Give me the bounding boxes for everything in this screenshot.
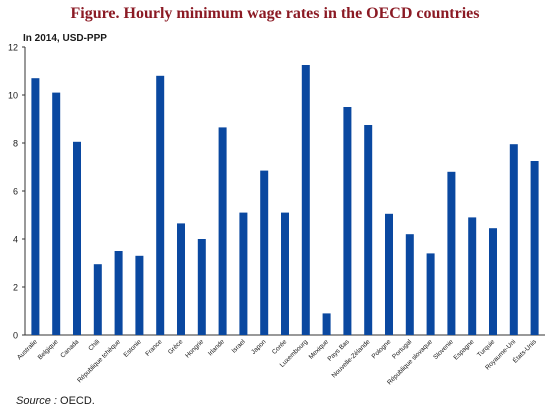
bar bbox=[468, 217, 477, 335]
bar bbox=[218, 127, 227, 336]
bar bbox=[489, 228, 497, 335]
bars bbox=[31, 65, 539, 336]
y-tick-label: 0 bbox=[13, 331, 18, 341]
x-tick-label: Espagne bbox=[453, 338, 476, 361]
x-tick-label: États-Unis bbox=[510, 337, 538, 365]
bar bbox=[93, 264, 102, 335]
x-tick-label: Australie bbox=[16, 338, 39, 361]
y-tick-label: 4 bbox=[13, 235, 18, 245]
bar bbox=[156, 75, 165, 336]
bar bbox=[281, 212, 289, 335]
x-tick-label: Israel bbox=[231, 338, 248, 355]
unit-label: In 2014, USD-PPP bbox=[23, 33, 107, 44]
bar bbox=[509, 144, 518, 335]
bar bbox=[343, 107, 352, 335]
x-tick-label: Belgique bbox=[37, 338, 60, 361]
x-tick-label: Canada bbox=[59, 338, 80, 359]
bar bbox=[114, 251, 123, 335]
x-tick-label: Turquie bbox=[476, 338, 497, 359]
x-tick-label: Nouvelle-Zélande bbox=[331, 338, 372, 379]
source-note: Source : OECD. bbox=[16, 395, 95, 407]
bar bbox=[177, 223, 185, 335]
bar bbox=[405, 234, 414, 335]
x-tick-label: Estonie bbox=[123, 338, 144, 359]
y-tick-label: 12 bbox=[8, 43, 18, 53]
y-tick-label: 6 bbox=[13, 187, 18, 197]
bar bbox=[301, 65, 310, 335]
y-tick-label: 2 bbox=[13, 283, 18, 293]
bar bbox=[52, 92, 61, 335]
y-axis: 0 2 4 6 8 10 12 bbox=[8, 43, 545, 341]
x-tick-label: Irlande bbox=[207, 338, 226, 357]
x-tick-label: France bbox=[144, 338, 164, 358]
bar bbox=[364, 125, 373, 335]
bar bbox=[447, 171, 456, 335]
bar bbox=[73, 141, 81, 335]
x-tick-label: Grèce bbox=[167, 338, 185, 356]
x-tick-label: Pologne bbox=[371, 338, 393, 360]
source-key: Source : bbox=[16, 395, 57, 407]
bar bbox=[197, 239, 206, 335]
x-tick-label: Corée bbox=[271, 338, 289, 356]
y-tick-label: 8 bbox=[13, 139, 18, 149]
bar bbox=[239, 212, 248, 335]
bar bbox=[260, 170, 269, 335]
bar bbox=[530, 161, 539, 335]
bar bbox=[322, 313, 331, 335]
x-tick-label: Japon bbox=[250, 338, 268, 356]
source-text: OECD. bbox=[56, 395, 95, 407]
y-tick-label: 10 bbox=[8, 91, 18, 101]
x-tick-label: Chili bbox=[87, 338, 101, 352]
x-tick-label: Slovenie bbox=[432, 338, 455, 361]
x-tick-label: Hongrie bbox=[184, 338, 205, 359]
bar bbox=[426, 253, 435, 335]
bar bbox=[135, 255, 144, 335]
bar bbox=[385, 213, 393, 335]
bar bbox=[31, 78, 40, 335]
chart-title: Figure. Hourly minimum wage rates in the… bbox=[70, 5, 480, 22]
